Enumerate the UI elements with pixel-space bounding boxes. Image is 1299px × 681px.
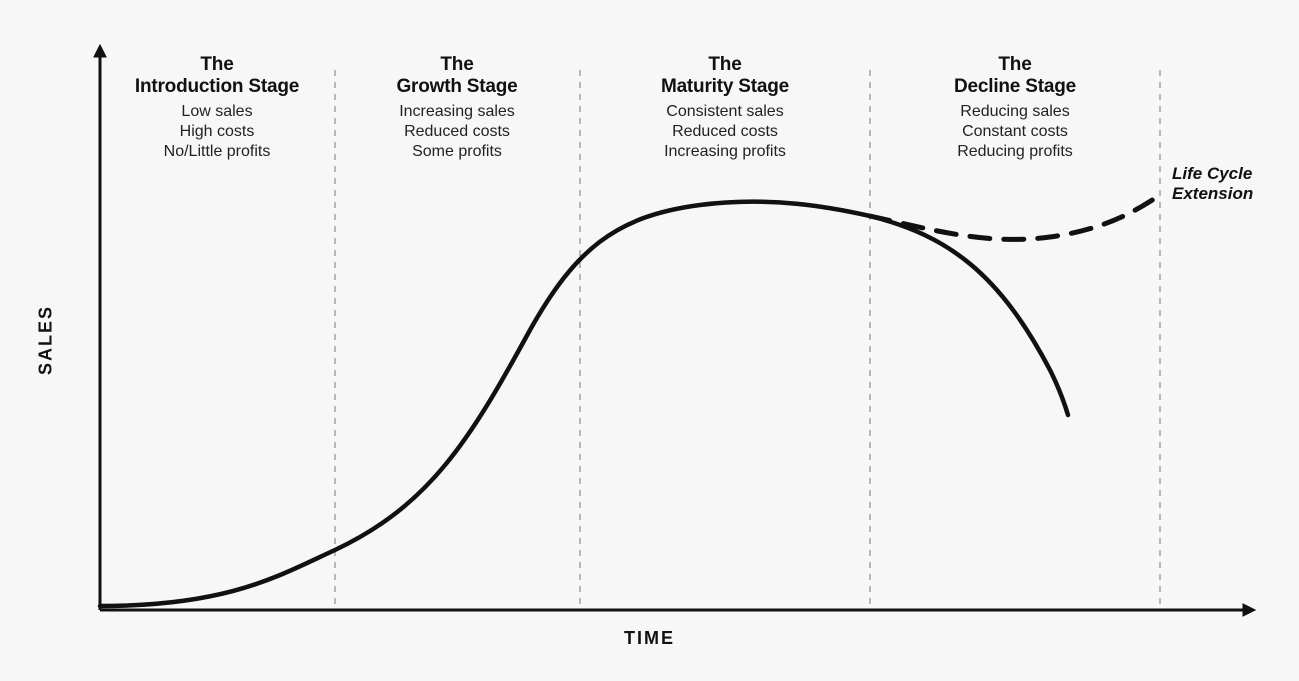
- product-life-cycle-chart: SALES TIME TheIntroduction StageLow sale…: [0, 0, 1299, 681]
- chart-background: [0, 0, 1299, 681]
- extension-label-line2: Extension: [1172, 184, 1253, 203]
- life-cycle-extension-label: Life Cycle Extension: [1172, 164, 1253, 203]
- extension-label-line1: Life Cycle: [1172, 164, 1252, 183]
- x-axis-label: TIME: [0, 628, 1299, 649]
- chart-svg: [0, 0, 1299, 681]
- y-axis-label: SALES: [36, 305, 57, 375]
